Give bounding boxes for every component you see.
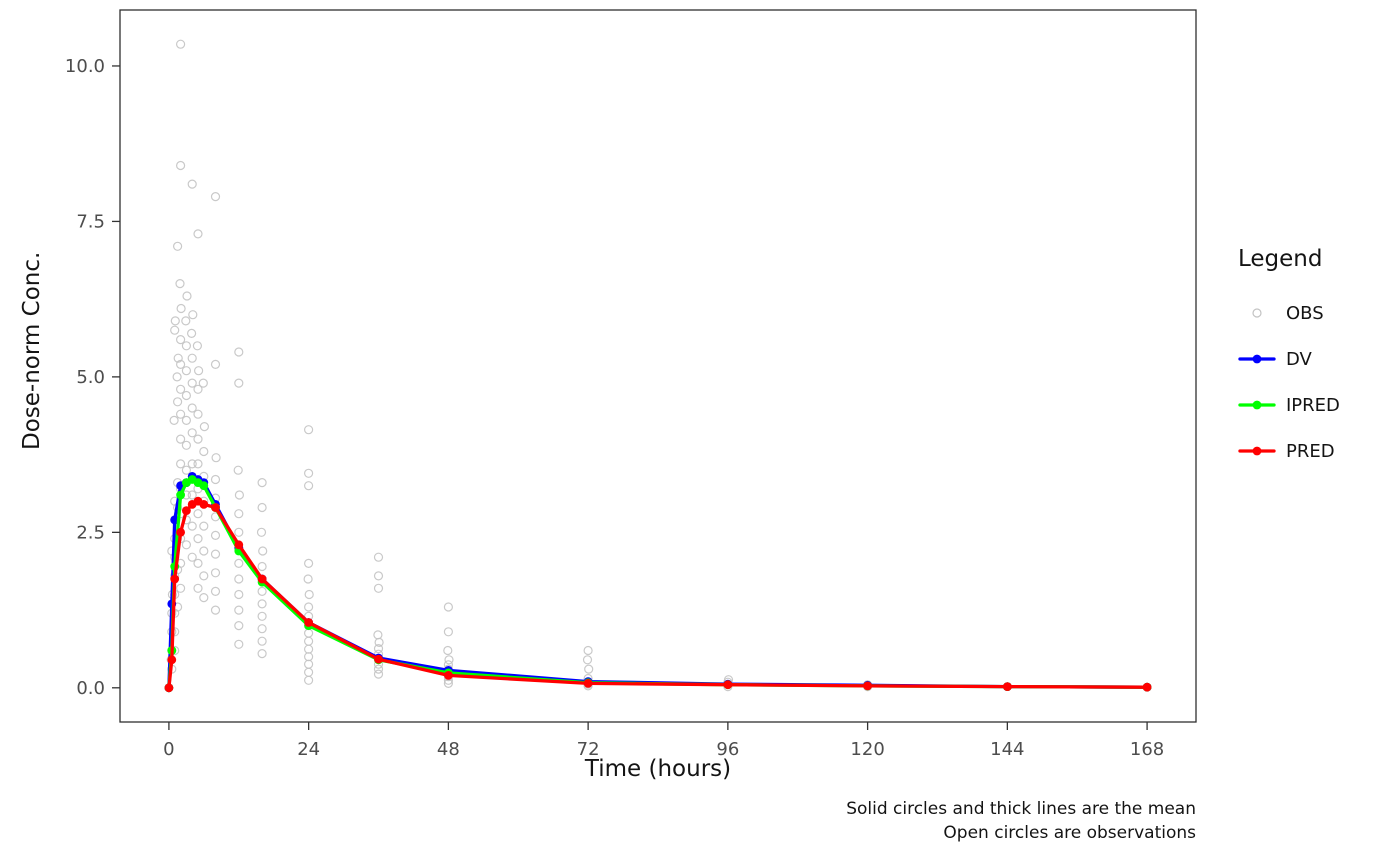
- plot-panel: [119, 9, 1197, 723]
- svg-text:120: 120: [850, 739, 884, 760]
- y-axis: 0.0 2.5 5.0 7.5 10.0: [65, 56, 120, 699]
- svg-text:168: 168: [1130, 739, 1164, 760]
- legend-entry-dv: DV: [1238, 336, 1340, 382]
- y-axis-title: Dose-norm Conc.: [19, 251, 45, 450]
- legend-label-obs: OBS: [1286, 302, 1324, 324]
- legend-entry-pred: PRED: [1238, 428, 1340, 474]
- legend-entry-obs: OBS: [1238, 290, 1340, 336]
- svg-text:5.0: 5.0: [76, 367, 105, 388]
- legend-label-dv: DV: [1286, 348, 1312, 370]
- ipred-line-point-icon: [1238, 395, 1276, 415]
- caption-line-2: Open circles are observations: [943, 823, 1196, 844]
- pred-line-point-icon: [1238, 441, 1276, 461]
- legend-entry-ipred: IPRED: [1238, 382, 1340, 428]
- plot-caption: Solid circles and thick lines are the me…: [846, 797, 1196, 845]
- x-axis: 0 24 48 72 96 120 144 168: [163, 722, 1164, 760]
- legend-label-ipred: IPRED: [1286, 394, 1340, 416]
- svg-text:96: 96: [716, 739, 739, 760]
- dv-line-point-icon: [1238, 349, 1276, 369]
- svg-text:10.0: 10.0: [65, 56, 105, 77]
- svg-text:7.5: 7.5: [76, 211, 105, 232]
- x-axis-title: Time (hours): [584, 756, 732, 782]
- svg-text:2.5: 2.5: [76, 522, 105, 543]
- obs-open-circle-icon: [1238, 303, 1276, 323]
- legend: Legend OBS DV IPRED PRED: [1238, 246, 1340, 474]
- svg-text:144: 144: [990, 739, 1024, 760]
- legend-title: Legend: [1238, 246, 1323, 272]
- svg-text:0.0: 0.0: [76, 678, 105, 699]
- series-PRED: [164, 496, 1152, 693]
- caption-line-1: Solid circles and thick lines are the me…: [846, 799, 1196, 819]
- svg-text:48: 48: [437, 739, 460, 760]
- legend-label-pred: PRED: [1286, 440, 1335, 462]
- svg-text:24: 24: [297, 739, 320, 760]
- svg-text:72: 72: [577, 739, 600, 760]
- svg-text:0: 0: [163, 739, 174, 760]
